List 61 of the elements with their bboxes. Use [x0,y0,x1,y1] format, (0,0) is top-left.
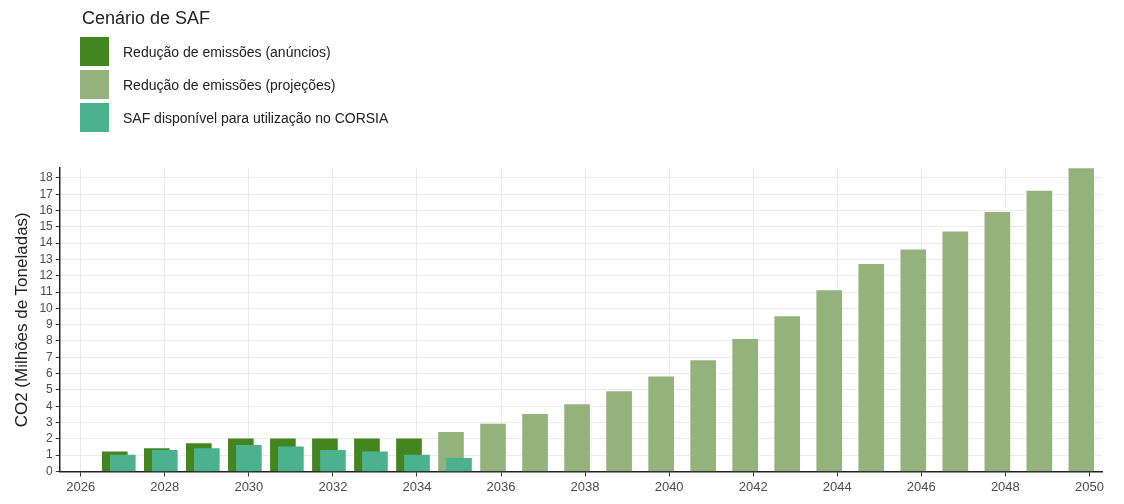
bar [900,249,927,472]
bar [1068,168,1094,472]
legend-title: Cenário de SAF [82,8,212,29]
bar [858,264,885,472]
bar [774,316,801,472]
bar [942,231,969,472]
bar [320,449,346,472]
y-tick-label: 16 [39,202,54,217]
x-tick-label: 2044 [822,478,852,494]
bar [109,454,136,472]
bar [984,211,1011,472]
y-tick-label: 2 [46,431,54,446]
x-tick-label: 2050 [1074,478,1104,494]
y-tick-label: 11 [40,284,54,299]
bar [151,449,178,472]
x-tick-label: 2048 [990,478,1020,494]
legend-label: Redução de emissões (anúncios) [123,43,331,60]
y-tick-label: 3 [46,414,54,429]
y-tick-label: 4 [46,398,54,413]
bar [732,339,759,472]
x-tick-label: 2034 [402,478,432,494]
legend-label: SAF disponível para utilização no CORSIA [123,109,389,126]
x-tick-label: 2028 [150,478,180,494]
y-tick-label: 13 [39,251,54,266]
y-tick-label: 17 [39,186,54,201]
bar [236,444,262,472]
y-tick-label: 9 [46,317,54,331]
bar [362,451,388,472]
x-tick-label: 2026 [66,478,96,494]
bar [194,448,220,472]
x-tick-label: 2046 [906,478,936,494]
x-tick-label: 2030 [234,478,264,494]
bar [606,391,632,472]
legend-label: Redução de emissões (projeções) [123,76,336,93]
bar [564,404,590,472]
y-tick-label: 0 [46,463,54,478]
x-tick-label: 2042 [738,478,768,494]
bar [480,423,506,472]
y-tick-label: 7 [46,349,54,364]
bar [446,458,472,472]
bar [404,454,430,472]
y-tick-label: 15 [39,219,54,234]
y-tick-label: 12 [39,268,54,283]
y-tick-label: 14 [39,235,54,250]
y-tick-label: 18 [39,170,54,185]
y-tick-label: 1 [46,447,54,462]
x-tick-label: 2032 [318,478,348,494]
bar [648,376,674,472]
bar [816,290,843,472]
x-tick-label: 2038 [570,478,600,494]
bar [522,414,548,472]
y-tick-label: 8 [46,333,54,348]
x-tick-label: 2036 [486,478,516,494]
x-tick-label: 2040 [654,478,684,494]
y-tick-label: 5 [46,382,54,397]
y-tick-label: 6 [46,365,54,380]
y-tick-label: 10 [39,300,54,315]
bar [278,446,304,472]
bar [1026,190,1053,472]
y-axis-title: CO2 (Milhões de Toneladas) [11,212,31,428]
bar [690,360,716,472]
